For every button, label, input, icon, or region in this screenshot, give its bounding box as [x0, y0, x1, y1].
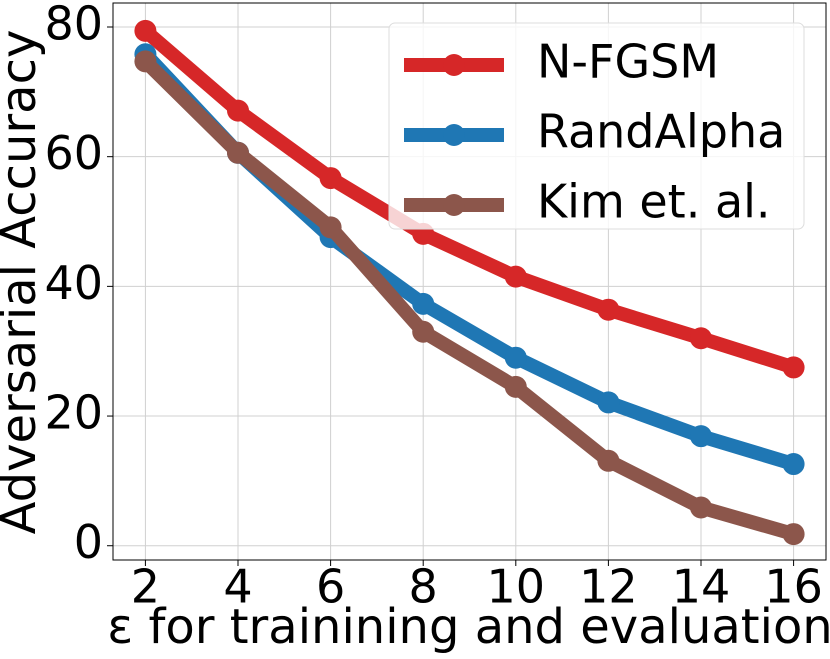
data-point — [412, 292, 435, 315]
data-point — [504, 346, 527, 369]
x-tick-label: 10 — [487, 560, 546, 614]
legend-marker — [443, 194, 465, 216]
legend-label: RandAlpha — [537, 105, 785, 159]
data-point — [782, 356, 805, 379]
x-tick-label: 2 — [131, 560, 160, 614]
data-point — [412, 320, 435, 343]
data-point — [782, 453, 805, 476]
y-tick-label: 0 — [74, 515, 103, 569]
legend-label: Kim et. al. — [537, 175, 771, 229]
legend-marker — [443, 124, 465, 146]
x-tick-label: 16 — [764, 560, 823, 614]
x-tick-label: 12 — [579, 560, 638, 614]
data-point — [227, 141, 250, 164]
series-line — [140, 56, 796, 541]
legend-label: N-FGSM — [537, 35, 719, 89]
data-point — [597, 449, 620, 472]
legend-marker — [443, 54, 465, 76]
plot-frame — [112, 2, 827, 561]
series-line — [140, 25, 796, 375]
data-point — [319, 167, 342, 190]
data-point — [597, 391, 620, 414]
legend-box — [388, 22, 805, 230]
x-tick-label: 4 — [223, 560, 252, 614]
y-tick-label: 60 — [44, 126, 103, 180]
y-tick-label: 20 — [44, 386, 103, 440]
data-point — [504, 265, 527, 288]
data-point — [597, 298, 620, 321]
data-point — [689, 425, 712, 448]
y-tick-label: 80 — [44, 0, 103, 50]
data-point — [134, 19, 157, 42]
x-tick-label: 6 — [316, 560, 345, 614]
data-point — [504, 375, 527, 398]
y-tick-label: 40 — [44, 256, 103, 310]
x-tick-label: 8 — [409, 560, 438, 614]
data-point — [689, 496, 712, 519]
data-point — [134, 50, 157, 73]
data-point — [319, 216, 342, 239]
x-tick-label: 14 — [672, 560, 731, 614]
data-point — [689, 327, 712, 350]
x-axis-label: ε for trainining and evaluation — [107, 599, 830, 655]
y-axis-label: Adversarial Accuracy — [0, 30, 47, 535]
data-point — [227, 99, 250, 122]
data-point — [782, 523, 805, 546]
